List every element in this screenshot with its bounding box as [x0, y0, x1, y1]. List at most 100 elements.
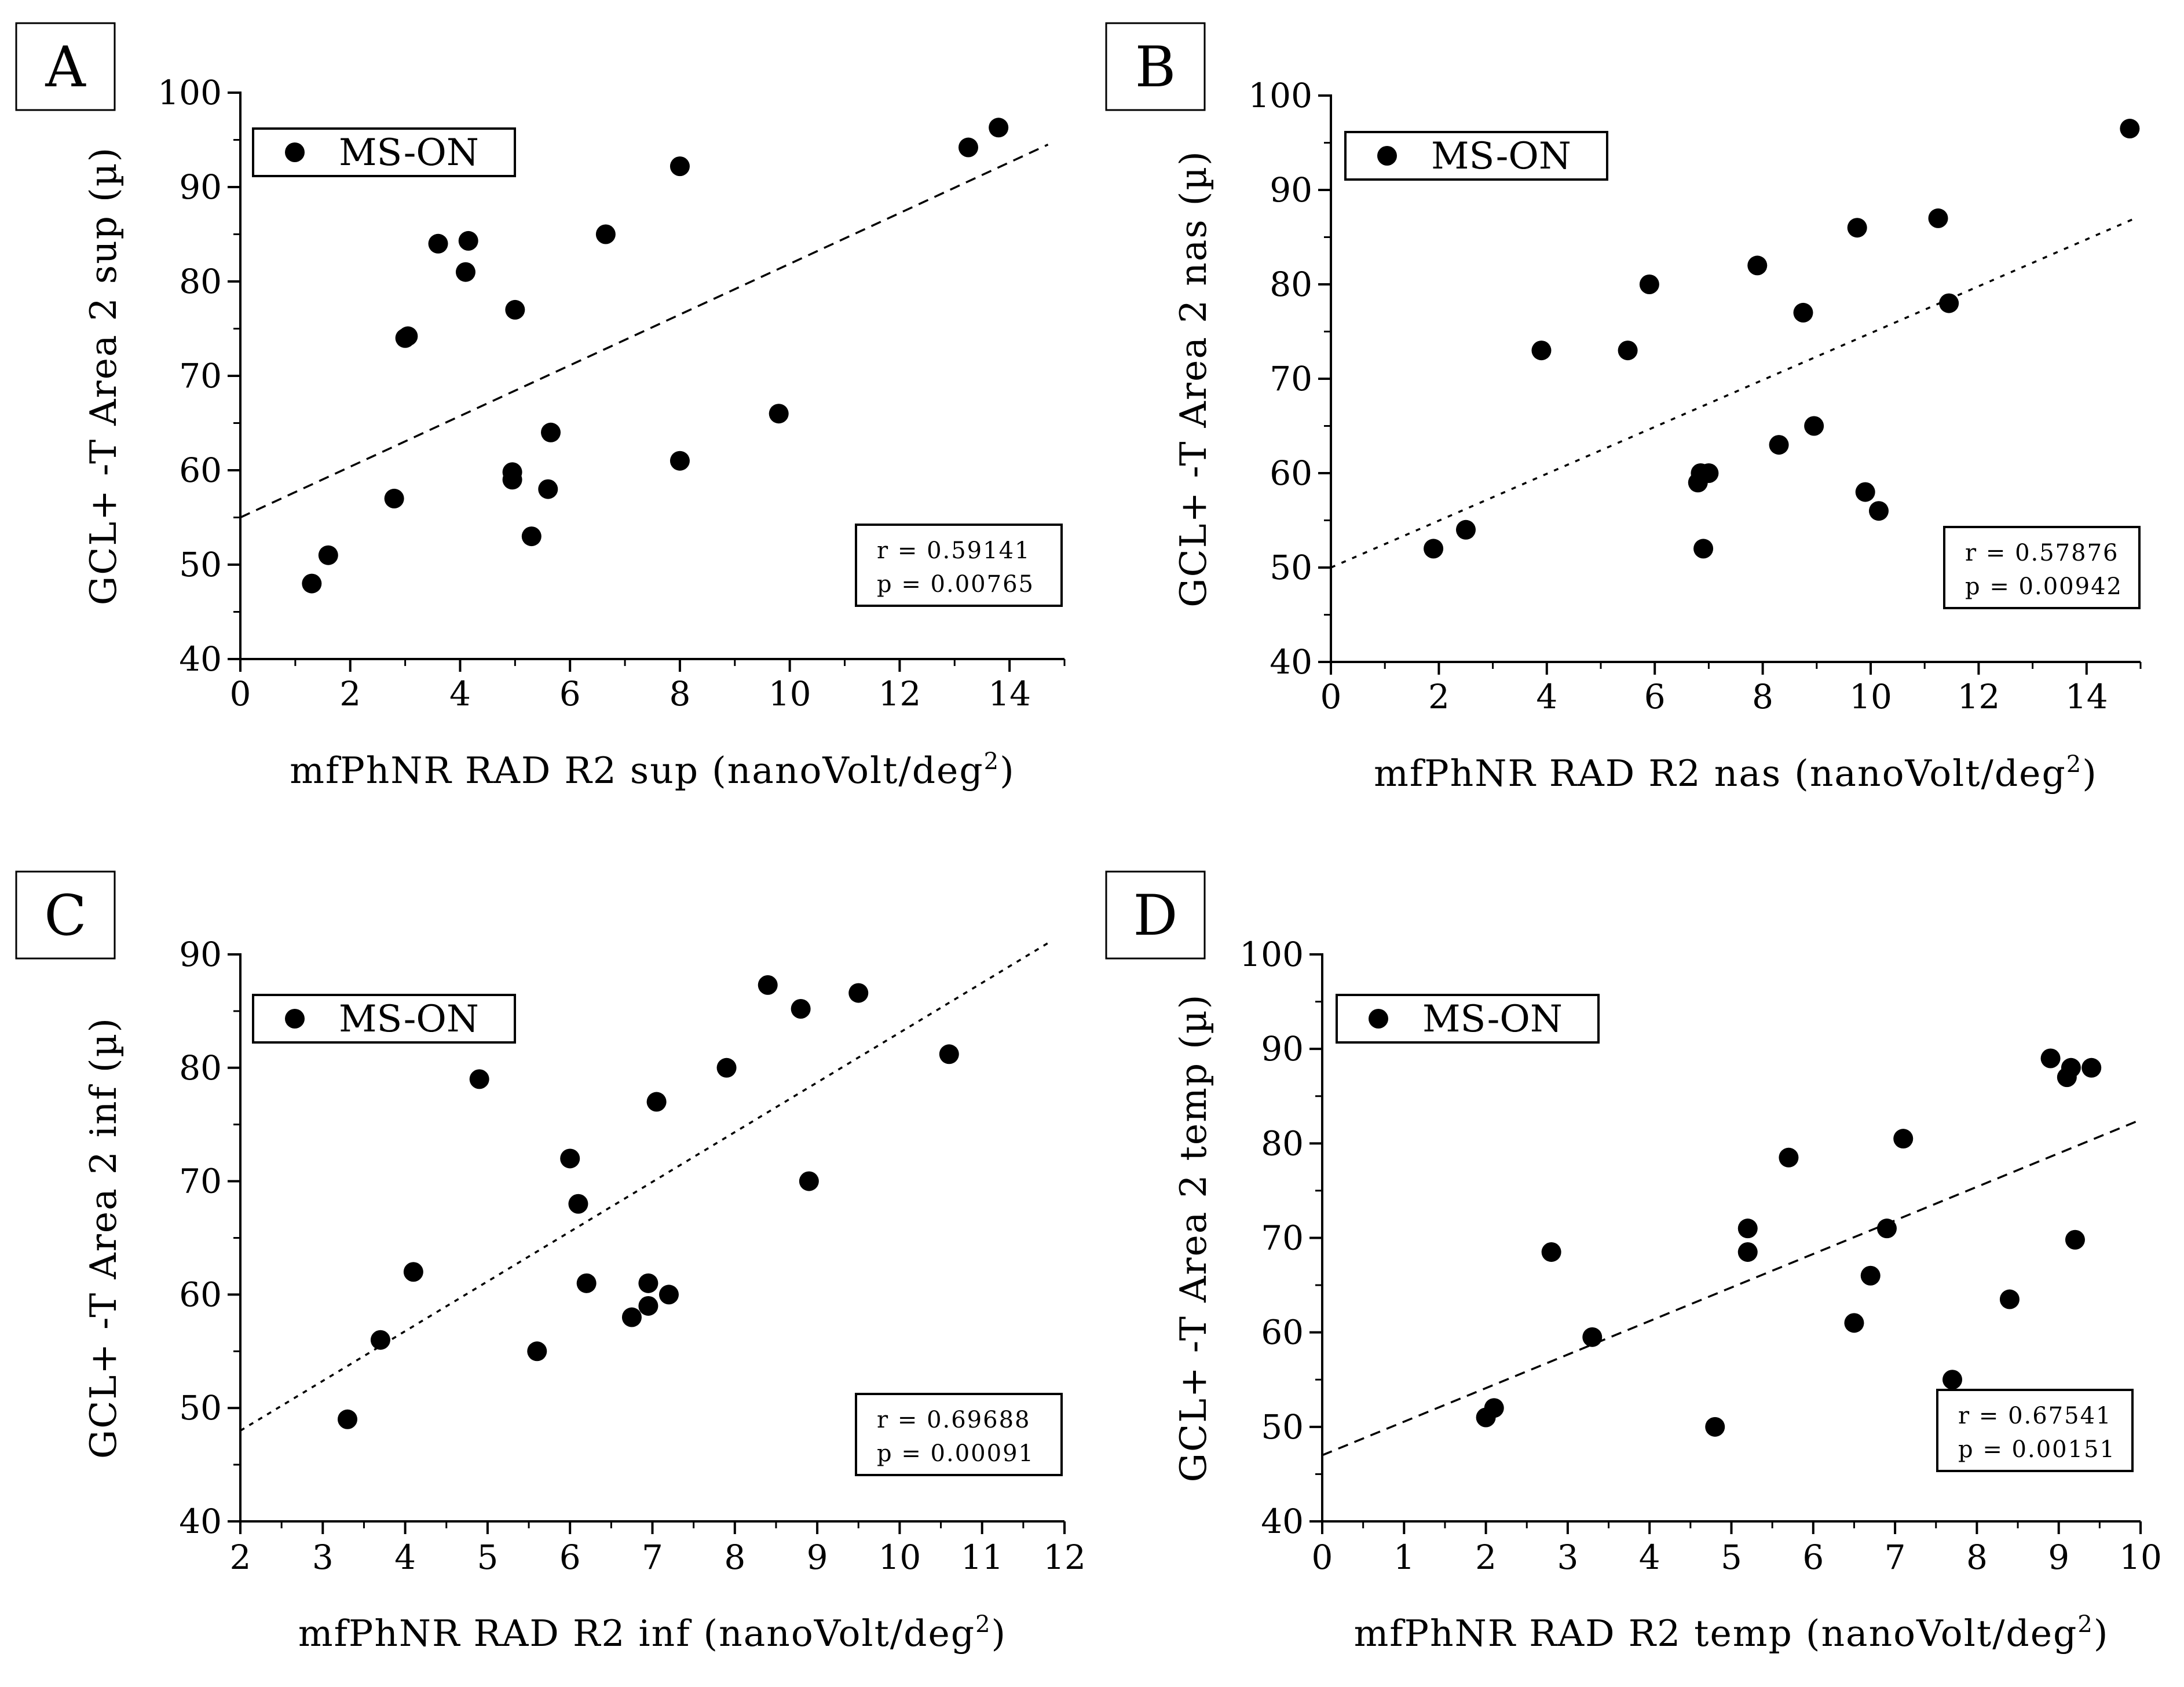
- data-point: [621, 1307, 642, 1327]
- x-tick-label: 3: [1557, 1538, 1578, 1577]
- x-axis-title-main: mfPhNR RAD R2 temp (nanoVolt/deg: [1354, 1612, 2078, 1655]
- x-tick-label: 9: [807, 1538, 828, 1577]
- x-tick-label: 12: [1043, 1538, 1086, 1577]
- panel-c: C 40 50 60 70 80 90 2 3 4 5 6 7 8 9 10 11 12 MS-ON r = 0.69…: [15, 870, 1086, 1655]
- data-point: [2081, 1057, 2102, 1078]
- data-point: [1639, 275, 1659, 294]
- x-tick-label: 1: [1393, 1538, 1415, 1577]
- x-tick-label: 5: [1721, 1538, 1742, 1577]
- data-point: [1769, 435, 1789, 455]
- data-point: [1893, 1129, 1914, 1149]
- x-tick-label: 8: [669, 674, 690, 713]
- y-tick-label: 50: [179, 545, 222, 584]
- y-tick-label: 70: [179, 1162, 222, 1201]
- data-point: [638, 1296, 659, 1316]
- x-axis-title-superscript: 2: [984, 748, 1000, 775]
- x-tick-label: 10: [769, 674, 811, 713]
- data-point: [758, 975, 778, 995]
- data-point: [1847, 218, 1867, 238]
- data-point: [505, 299, 525, 320]
- data-point: [670, 156, 690, 177]
- x-tick-label: 12: [1957, 677, 2000, 716]
- y-tick-label: 60: [1261, 1313, 1304, 1352]
- data-point: [989, 118, 1009, 138]
- data-point: [670, 451, 690, 471]
- data-point: [1484, 1398, 1504, 1418]
- y-tick-label: 70: [1270, 359, 1312, 398]
- y-tick-label: 80: [1270, 265, 1312, 304]
- x-tick-label: 3: [312, 1538, 334, 1577]
- y-tick-label: 40: [179, 1502, 222, 1541]
- panel-a: A 40 50 60 70 80 90 100 0 2 4 6 8 10 12 14 MS-ON r = 0.59…: [15, 22, 1066, 792]
- x-tick-label: 0: [1312, 1538, 1333, 1577]
- y-tick-label: 60: [1270, 453, 1312, 493]
- y-tick-label: 70: [1261, 1218, 1304, 1258]
- regression-line: [1330, 217, 2136, 569]
- data-point: [1705, 1417, 1725, 1437]
- panel-letter-box: [1105, 870, 1206, 960]
- data-point: [318, 545, 338, 565]
- y-tick-label: 100: [1239, 935, 1304, 974]
- x-tick-label: 9: [2048, 1538, 2069, 1577]
- legend-marker: [285, 1009, 305, 1029]
- legend-marker: [1369, 1009, 1388, 1029]
- data-point: [1860, 1265, 1881, 1286]
- x-tick-label: 0: [230, 674, 251, 713]
- y-tick-label: 90: [1261, 1029, 1304, 1068]
- panel-letter: D: [1133, 883, 1178, 948]
- data-point: [560, 1148, 580, 1169]
- data-point: [791, 998, 811, 1019]
- x-axis-title: mfPhNR RAD R2 nas (nanoVolt/deg2): [1374, 751, 2098, 795]
- data-point: [1531, 341, 1552, 361]
- data-point: [1747, 255, 1768, 276]
- x-axis-title-main: mfPhNR RAD R2 sup (nanoVolt/deg: [290, 749, 983, 792]
- data-point: [1693, 539, 1714, 559]
- x-tick-label: 2: [230, 1538, 251, 1577]
- p-value: p = 0.00091: [877, 1440, 1034, 1467]
- y-axis-title: GCL+ -T Area 2 nas (µ): [1172, 150, 1214, 607]
- r-value: r = 0.57876: [1965, 540, 2119, 566]
- regression-line: [1322, 1118, 2141, 1457]
- data-point: [1999, 1289, 2020, 1309]
- y-tick-label: 40: [179, 639, 222, 679]
- stats-box: [855, 1393, 1063, 1476]
- data-point: [540, 422, 561, 442]
- x-tick-label: 4: [1639, 1538, 1660, 1577]
- x-tick-label: 6: [1802, 1538, 1824, 1577]
- x-tick-label: 8: [1752, 677, 1773, 716]
- data-point: [2061, 1057, 2081, 1078]
- data-point: [428, 233, 448, 254]
- x-axis-title-end: ): [992, 1612, 1007, 1655]
- y-tick-label: 40: [1261, 1502, 1304, 1541]
- data-point: [469, 1069, 489, 1089]
- y-tick-label: 80: [179, 1048, 222, 1088]
- data-point: [458, 230, 478, 251]
- x-axis-title-main: mfPhNR RAD R2 nas (nanoVolt/deg: [1374, 752, 2066, 795]
- data-point: [302, 573, 322, 594]
- x-tick-label: 7: [1885, 1538, 1906, 1577]
- x-tick-label: 7: [642, 1538, 663, 1577]
- data-point: [1804, 416, 1824, 436]
- x-axis-title-superscript: 2: [975, 1611, 991, 1638]
- data-point: [568, 1194, 588, 1214]
- y-tick-label: 60: [179, 451, 222, 490]
- p-value: p = 0.00151: [1958, 1436, 2116, 1463]
- x-tick-label: 10: [1849, 677, 1892, 716]
- x-axis-title: mfPhNR RAD R2 temp (nanoVolt/deg2): [1354, 1611, 2109, 1655]
- data-point: [527, 1341, 547, 1362]
- panel-letter-box: [15, 870, 116, 960]
- data-point: [337, 1409, 357, 1429]
- y-tick-label: 50: [1261, 1407, 1304, 1447]
- y-tick-label: 40: [1270, 642, 1312, 682]
- y-tick-label: 60: [179, 1275, 222, 1314]
- data-point: [398, 326, 418, 346]
- x-tick-label: 6: [559, 674, 581, 713]
- data-point: [455, 262, 475, 282]
- y-tick-label: 90: [179, 935, 222, 974]
- x-axis-title-end: ): [2094, 1612, 2109, 1655]
- panel-letter: A: [45, 35, 86, 100]
- legend-label: MS-ON: [339, 998, 479, 1041]
- data-point: [1939, 293, 1959, 313]
- data-point: [1456, 519, 1476, 540]
